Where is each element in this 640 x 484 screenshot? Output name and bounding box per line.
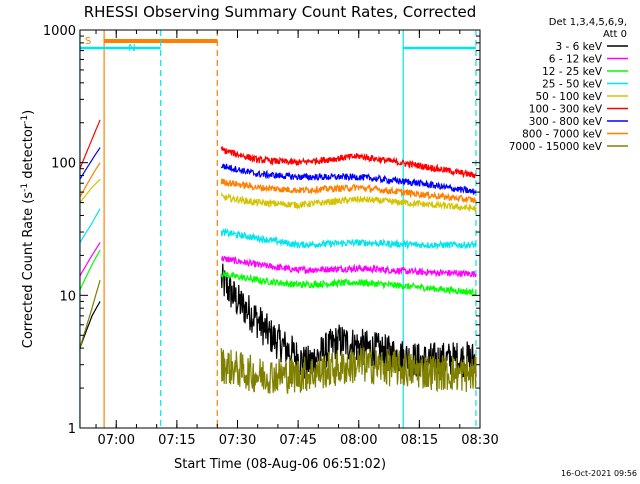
x-tick-label: 08:15 [401, 433, 438, 448]
series-line-7-part-2 [220, 163, 477, 195]
series-line-1-part-2 [220, 263, 477, 379]
ylabel-part: detector [21, 123, 36, 183]
plot-area: SN [79, 30, 477, 428]
series-line-3-part-2 [220, 271, 477, 297]
x-axis-label: Start Time (08-Aug-06 06:51:02) [174, 457, 386, 472]
ylabel-sup: -1 [20, 183, 30, 192]
y-axis-label: Corrected Count Rate (s-1 detector-1) [20, 110, 36, 348]
chart-title: RHESSI Observing Summary Count Rates, Co… [84, 3, 477, 21]
legend-label: 6 - 12 keV [549, 54, 603, 66]
saa-label: S [85, 36, 91, 47]
x-tick-label: 07:45 [279, 433, 316, 448]
legend-header: Det 1,3,4,5,6,9, [549, 17, 627, 28]
series-line-1-part-1 [79, 301, 101, 349]
series-line-5-part-2 [220, 191, 477, 212]
x-tick-label: 07:00 [98, 433, 135, 448]
series-line-2-part-2 [221, 255, 477, 278]
series-line-9-part-1 [79, 280, 101, 349]
series-line-7-part-1 [79, 147, 101, 180]
ylabel-sup: -1 [20, 115, 30, 124]
y-tick-label: 1 [68, 422, 76, 437]
x-tick-label: 07:15 [158, 433, 195, 448]
legend-label: 3 - 6 keV [555, 41, 602, 53]
legend-label: 7000 - 15000 keV [509, 141, 603, 153]
x-tick-label: 08:30 [461, 433, 498, 448]
series-line-5-part-1 [79, 178, 101, 203]
series-line-8-part-1 [79, 162, 101, 198]
legend-label: 12 - 25 keV [542, 66, 603, 78]
timestamp: 16-Oct-2021 09:56 [561, 469, 637, 478]
plot-frame [79, 29, 481, 429]
series-line-4-part-1 [79, 208, 101, 243]
legend-label: 100 - 300 keV [529, 104, 603, 116]
legend-label: 800 - 7000 keV [522, 129, 603, 141]
x-tick-label: 08:00 [340, 433, 377, 448]
legend-label: 50 - 100 keV [535, 91, 602, 103]
night-label: N [128, 43, 135, 54]
series-line-4-part-2 [220, 227, 477, 251]
series-line-6-part-2 [220, 145, 477, 179]
series-line-2-part-1 [79, 242, 101, 277]
series-line-3-part-1 [79, 249, 101, 291]
legend-header: Att 0 [603, 29, 627, 40]
x-tick-label: 07:30 [219, 433, 256, 448]
axes: 07:00 07:15 07:30 07:45 08:00 08:15 08:30 1 10 10… [43, 24, 499, 448]
ylabel-part: Corrected Count Rate (s [21, 192, 36, 349]
y-tick-label: 10 [59, 289, 76, 304]
y-tick-label: 100 [51, 157, 76, 172]
ylabel-part: ) [21, 110, 36, 115]
y-tick-label: 1000 [43, 24, 76, 39]
series-line-6-part-1 [79, 119, 101, 169]
series-line-8-part-2 [220, 177, 477, 204]
legend-label: 300 - 800 keV [529, 116, 603, 128]
legend-label: 25 - 50 keV [542, 79, 603, 91]
series-line-9-part-2 [220, 347, 477, 394]
